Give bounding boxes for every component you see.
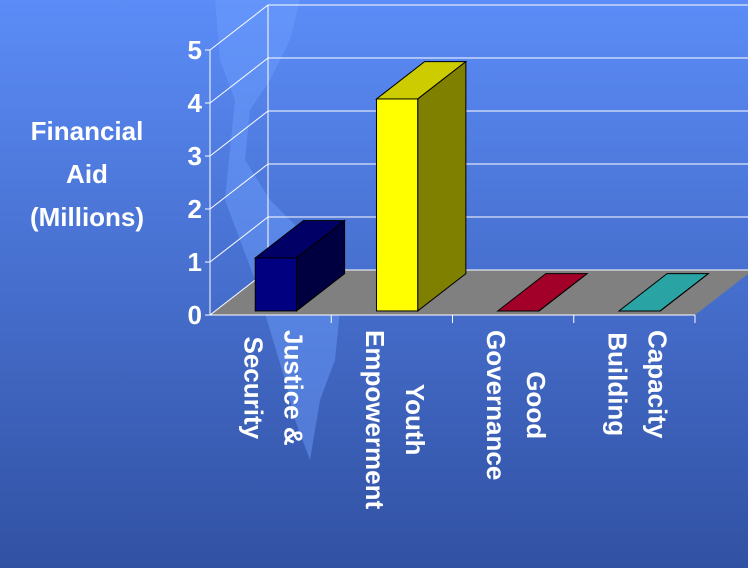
grid-line xyxy=(209,110,748,157)
bar xyxy=(496,273,589,312)
grid-line xyxy=(209,216,748,263)
bar-side xyxy=(538,273,588,312)
y-tick-label: 0 xyxy=(188,300,202,330)
bar-side xyxy=(659,273,709,312)
bar-front xyxy=(254,257,297,312)
y-tick-label: 1 xyxy=(188,247,202,277)
bar-front xyxy=(375,98,419,312)
y-tick-label: 3 xyxy=(188,141,202,171)
y-axis-label: Financial Aid (Millions) xyxy=(30,116,144,232)
x-tick-label: Justice &Security xyxy=(239,330,309,446)
grid-line xyxy=(209,4,748,51)
y-tick-label: 2 xyxy=(188,194,202,224)
x-tick-label: CapacityBuilding xyxy=(602,330,672,439)
y-tick-label: 5 xyxy=(188,35,202,65)
x-tick-label: GoodGovernance xyxy=(481,330,551,480)
bar-side xyxy=(417,60,467,312)
grid-line xyxy=(209,163,748,210)
grid-line xyxy=(209,57,748,104)
map-decoration xyxy=(215,0,340,460)
y-tick-label: 4 xyxy=(188,88,203,118)
bar xyxy=(375,60,468,312)
bar xyxy=(253,219,347,312)
floor xyxy=(210,270,748,315)
x-tick-label: YouthEmpowerment xyxy=(360,330,430,509)
bar xyxy=(617,273,710,312)
